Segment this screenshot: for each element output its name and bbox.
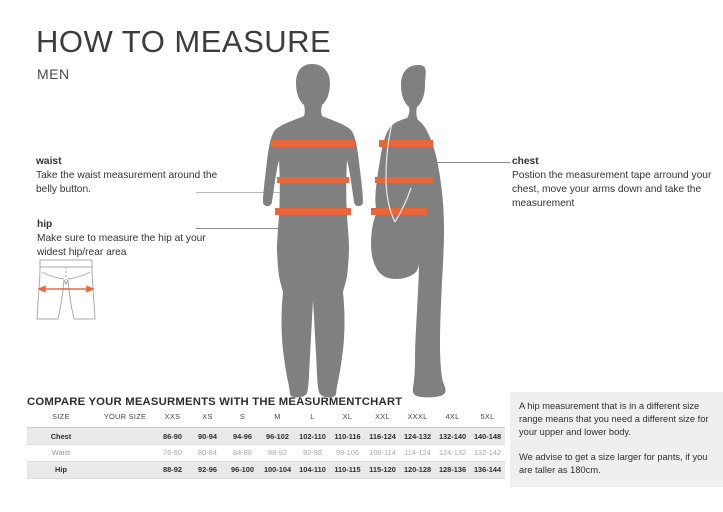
band-hip-front bbox=[275, 208, 351, 215]
leader-line-waist bbox=[196, 192, 292, 193]
annotation-hip-body: Make sure to measure the hip at your wid… bbox=[37, 233, 206, 259]
cell-waist-xxs: 76-80 bbox=[155, 444, 190, 462]
annotation-waist-heading: waist bbox=[36, 156, 62, 167]
column-header-xxxl: XXXL bbox=[400, 410, 435, 429]
row-label-waist: Waist bbox=[27, 444, 95, 462]
cell-hip-5xl: 136-144 bbox=[470, 461, 505, 479]
annotation-chest-body: Postion the measurement tape arround you… bbox=[512, 170, 712, 210]
body-figures bbox=[255, 60, 495, 400]
cell-waist-xl: 98-106 bbox=[330, 444, 365, 462]
side-body-silhouette bbox=[371, 65, 446, 398]
column-header-xxl: XXL bbox=[365, 410, 400, 429]
cell-hip-4xl: 128-136 bbox=[435, 461, 470, 479]
band-waist-front bbox=[277, 177, 349, 183]
column-header-m: M bbox=[260, 410, 295, 429]
cell-waist-l: 92-98 bbox=[295, 444, 330, 462]
table-row: Waist 76-80 80-84 84-88 88-92 92-98 98-1… bbox=[27, 444, 505, 462]
cell-waist-s: 84-88 bbox=[225, 444, 260, 462]
cell-chest-xs: 90-94 bbox=[190, 427, 225, 446]
cell-hip-s: 96-100 bbox=[225, 461, 260, 479]
band-waist-side bbox=[375, 177, 433, 183]
annotation-hip: hip Make sure to measure the hip at your… bbox=[37, 218, 227, 260]
cell-chest-xxl: 116-124 bbox=[365, 427, 400, 446]
cell-chest-xxxl: 124-132 bbox=[400, 427, 435, 446]
page-subtitle: MEN bbox=[37, 66, 70, 82]
page-title: HOW TO MEASURE bbox=[36, 24, 332, 59]
cell-chest-4xl: 132-140 bbox=[435, 427, 470, 446]
cell-hip-xxs: 88-92 bbox=[155, 461, 190, 479]
column-header-4xl: 4XL bbox=[435, 410, 470, 429]
band-chest-front bbox=[271, 140, 355, 147]
front-measurement-bands bbox=[271, 140, 355, 215]
column-header-size: SIZE bbox=[27, 410, 95, 429]
cell-chest-xl: 110-116 bbox=[330, 427, 365, 446]
leader-line-hip bbox=[196, 228, 292, 229]
table-caption: COMPARE YOUR MEASURMENTS WITH THE MEASUR… bbox=[27, 396, 403, 408]
column-header-xxs: XXS bbox=[155, 410, 190, 429]
cell-chest-5xl: 140-148 bbox=[470, 427, 505, 446]
cell-chest-s: 94-96 bbox=[225, 427, 260, 446]
column-header-your-size: YOUR SIZE bbox=[95, 410, 155, 429]
cell-waist-xxl: 106-114 bbox=[365, 444, 400, 462]
front-body-silhouette bbox=[263, 64, 363, 398]
cell-hip-xxl: 115-120 bbox=[365, 461, 400, 479]
row-hip-your-size[interactable] bbox=[95, 461, 155, 479]
cell-waist-m: 88-92 bbox=[260, 444, 295, 462]
column-header-xl: XL bbox=[330, 410, 365, 429]
cell-chest-l: 102-110 bbox=[295, 427, 330, 446]
leader-line-chest bbox=[430, 162, 510, 163]
cell-hip-xs: 92-96 bbox=[190, 461, 225, 479]
column-header-xs: XS bbox=[190, 410, 225, 429]
cell-waist-4xl: 124-132 bbox=[435, 444, 470, 462]
cell-waist-xs: 80-84 bbox=[190, 444, 225, 462]
sizing-note-paragraph-2: We advise to get a size larger for pants… bbox=[519, 451, 708, 475]
column-header-5xl: 5XL bbox=[470, 410, 505, 429]
annotation-chest-heading: chest bbox=[512, 156, 539, 167]
cell-hip-xxxl: 120-128 bbox=[400, 461, 435, 479]
cell-waist-5xl: 132-142 bbox=[470, 444, 505, 462]
row-label-hip: Hip bbox=[27, 461, 95, 479]
cell-hip-m: 100-104 bbox=[260, 461, 295, 479]
annotation-waist-body: Take the waist measurement around the be… bbox=[36, 170, 218, 196]
row-chest-your-size[interactable] bbox=[95, 427, 155, 446]
table-row: Hip 88-92 92-96 96-100 100-104 104-110 1… bbox=[27, 461, 505, 479]
band-chest-side bbox=[379, 140, 433, 147]
cell-chest-m: 96-102 bbox=[260, 427, 295, 446]
shorts-hip-measurement-icon bbox=[33, 256, 99, 324]
side-arm-contour bbox=[385, 123, 412, 223]
annotation-chest: chest Postion the measurement tape arrou… bbox=[512, 155, 712, 211]
column-header-l: L bbox=[295, 410, 330, 429]
row-waist-your-size[interactable] bbox=[95, 444, 155, 462]
cell-chest-xxs: 86-90 bbox=[155, 427, 190, 446]
cell-hip-xl: 110-115 bbox=[330, 461, 365, 479]
annotation-waist: waist Take the waist measurement around … bbox=[36, 155, 221, 197]
sizing-note: A hip measurement that is in a different… bbox=[510, 392, 723, 487]
annotation-hip-heading: hip bbox=[37, 219, 53, 230]
column-header-s: S bbox=[225, 410, 260, 429]
row-label-chest: Chest bbox=[27, 427, 95, 446]
side-measurement-bands bbox=[371, 140, 433, 215]
band-hip-side bbox=[371, 208, 427, 215]
table-header-row: SIZE YOUR SIZE XXS XS S M L XL XXL XXXL … bbox=[27, 410, 505, 429]
table-row: Chest 86-90 90-94 94-96 96-102 102-110 1… bbox=[27, 427, 505, 446]
cell-waist-xxxl: 114-124 bbox=[400, 444, 435, 462]
sizing-note-paragraph-1: A hip measurement that is in a different… bbox=[519, 401, 709, 438]
cell-hip-l: 104-110 bbox=[295, 461, 330, 479]
size-table: SIZE YOUR SIZE XXS XS S M L XL XXL XXXL … bbox=[27, 410, 505, 479]
